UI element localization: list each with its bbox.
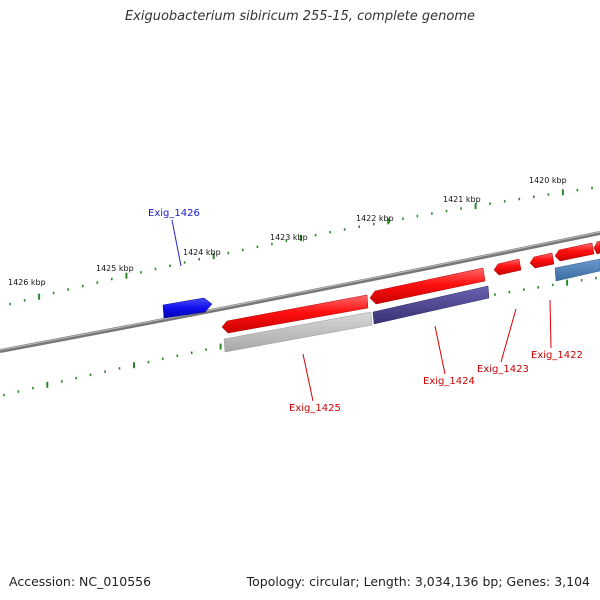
outer-tick-row	[9, 186, 593, 306]
accession-text: Accession: NC_010556	[9, 574, 152, 589]
gene-exig-1424[interactable]	[369, 267, 486, 305]
gene-edge-partial[interactable]	[593, 240, 600, 255]
leader-exig-1422	[549, 299, 552, 349]
genome-summary-text: Topology: circular; Length: 3,034,136 bp…	[246, 574, 590, 589]
genome-backbone-highlight	[0, 231, 600, 351]
map-title: Exiguobacterium sibiricum 255-15, comple…	[124, 9, 476, 24]
leader-exig-1424	[434, 325, 446, 375]
tick-label-1424: 1424 kbp	[183, 248, 221, 257]
gene-label-exig-1422[interactable]: Exig_1422	[531, 350, 583, 361]
gene-exig-1423[interactable]	[493, 258, 522, 276]
gene-exig-1425[interactable]	[221, 294, 369, 334]
gene-label-exig-1424[interactable]: Exig_1424	[423, 376, 475, 387]
tick-label-1420: 1420 kbp	[529, 176, 567, 185]
tick-label-1426: 1426 kbp	[8, 278, 46, 287]
feature-bar-grey[interactable]	[223, 311, 373, 353]
tick-label-1425: 1425 kbp	[96, 264, 134, 273]
feature-bar-steelblue[interactable]	[554, 258, 600, 282]
leader-exig-1426	[171, 219, 182, 267]
gene-label-exig-1423[interactable]: Exig_1423	[477, 364, 529, 375]
tick-label-1421: 1421 kbp	[443, 195, 481, 204]
tick-label-1423: 1423 kbp	[270, 233, 308, 242]
gene-label-exig-1426[interactable]: Exig_1426	[148, 208, 200, 219]
gene-label-exig-1425[interactable]: Exig_1425	[289, 403, 341, 414]
gene-exig-1426[interactable]	[162, 297, 213, 319]
tick-label-1422: 1422 kbp	[356, 214, 394, 223]
gene-exig-1422[interactable]	[529, 252, 555, 269]
leader-exig-1423	[500, 308, 517, 363]
leader-exig-1425	[302, 353, 314, 402]
genome-backbone	[0, 231, 600, 353]
feature-bar-purple[interactable]	[372, 285, 490, 325]
gene-exig-1421[interactable]	[554, 242, 595, 262]
